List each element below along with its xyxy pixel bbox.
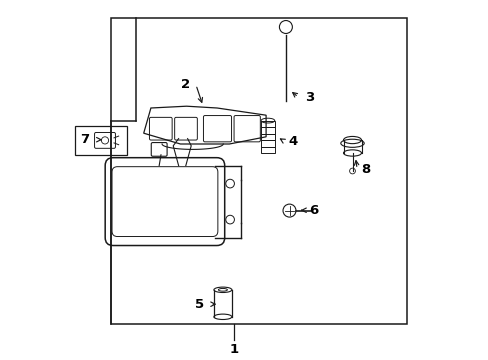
Text: 3: 3: [304, 91, 313, 104]
Text: 4: 4: [288, 135, 297, 148]
Bar: [261, 134, 274, 140]
Bar: [75, 126, 127, 155]
Bar: [261, 121, 274, 127]
Text: 7: 7: [81, 133, 89, 146]
Circle shape: [279, 21, 292, 33]
Bar: [261, 140, 274, 147]
Text: 1: 1: [229, 343, 238, 356]
Ellipse shape: [213, 287, 231, 292]
Text: 2: 2: [180, 78, 189, 91]
Text: 6: 6: [308, 204, 318, 217]
Ellipse shape: [213, 314, 231, 320]
Text: 5: 5: [195, 298, 203, 311]
Bar: [261, 147, 274, 153]
Text: 8: 8: [361, 163, 370, 176]
Bar: [261, 127, 274, 134]
Bar: [111, 18, 406, 324]
